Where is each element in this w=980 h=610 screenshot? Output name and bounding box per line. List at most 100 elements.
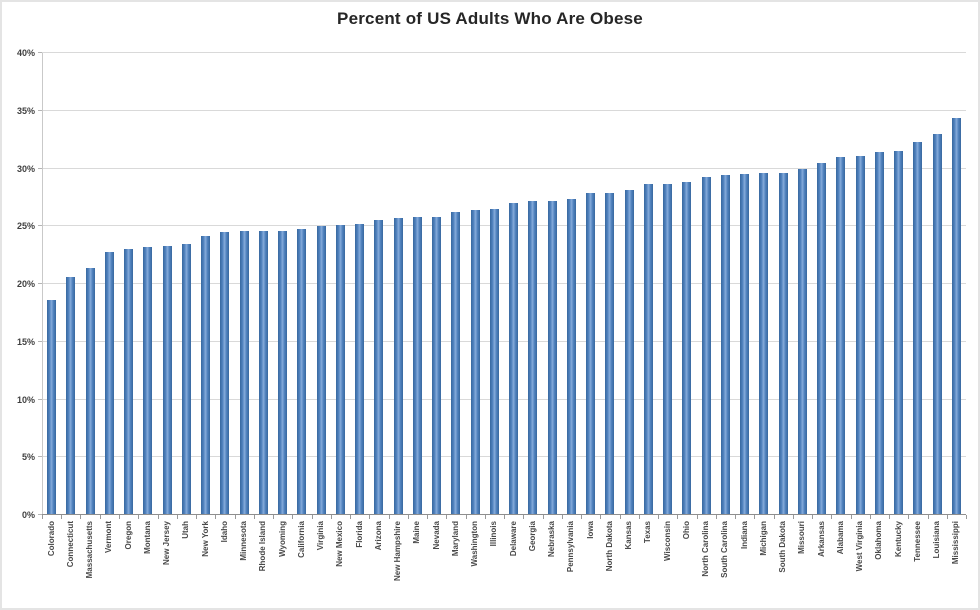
x-axis-label: Missouri xyxy=(797,521,807,554)
x-axis-label: Iowa xyxy=(585,521,595,539)
x-label-slot: Minnesota xyxy=(235,521,254,561)
bar-slot xyxy=(312,53,331,515)
x-axis-label: Virginia xyxy=(316,521,326,551)
x-label-slot: Louisiana xyxy=(928,521,947,558)
x-axis-label: Mississippi xyxy=(951,521,961,565)
x-axis-label: Illinois xyxy=(489,521,499,547)
gridline-30 xyxy=(42,167,966,169)
x-axis-label: Pennsylvania xyxy=(566,521,576,573)
x-tick xyxy=(542,515,544,519)
bar-slot xyxy=(928,53,947,515)
x-axis-label: Connecticut xyxy=(65,521,75,568)
x-tick xyxy=(80,515,82,519)
bar-slot xyxy=(196,53,215,515)
bar-slot xyxy=(812,53,831,515)
x-tick xyxy=(138,515,140,519)
bar-slot xyxy=(254,53,273,515)
bar-colorado xyxy=(47,300,57,515)
bar-slot xyxy=(138,53,157,515)
bar-slot xyxy=(61,53,80,515)
x-tick xyxy=(850,515,852,519)
bar-slot xyxy=(350,53,369,515)
bar-slot xyxy=(793,53,812,515)
x-label-slot: Kansas xyxy=(620,521,639,549)
bar-rhode-island xyxy=(258,230,268,515)
bar-slot xyxy=(331,53,350,515)
x-axis-label: North Carolina xyxy=(701,521,711,577)
gridline-40 xyxy=(42,52,966,53)
x-axis-label: South Dakota xyxy=(778,521,788,573)
bar-slot xyxy=(774,53,793,515)
bar-slot xyxy=(851,53,870,515)
x-label-slot: Washington xyxy=(466,521,485,566)
x-label-slot: Colorado xyxy=(42,521,61,556)
bar-oregon xyxy=(124,249,134,515)
x-tick xyxy=(696,515,698,519)
bar-minnesota xyxy=(239,230,249,515)
x-axis-label: Florida xyxy=(354,521,364,548)
x-label-slot: Nebraska xyxy=(543,521,562,557)
x-tick xyxy=(157,515,159,519)
x-label-slot: Montana xyxy=(138,521,157,554)
x-axis-line xyxy=(42,514,966,515)
bar-tennessee xyxy=(913,141,923,515)
x-label-slot: North Dakota xyxy=(600,521,619,571)
x-tick xyxy=(581,515,582,519)
x-label-slot: Wisconsin xyxy=(658,521,677,561)
x-label-slot: Arkansas xyxy=(812,521,831,557)
bar-california xyxy=(297,228,307,515)
x-axis-label: Kentucky xyxy=(893,521,903,558)
x-tick xyxy=(465,515,467,519)
x-label-slot: Massachusetts xyxy=(81,521,100,578)
x-axis-label: Ohio xyxy=(681,521,691,540)
x-label-slot: North Carolina xyxy=(697,521,716,577)
bar-slot xyxy=(100,53,119,515)
bar-slot xyxy=(754,53,773,515)
y-tick-0 xyxy=(38,514,42,515)
y-tick-30 xyxy=(38,167,42,169)
x-tick xyxy=(754,515,756,519)
bar-slot xyxy=(408,53,427,515)
x-label-slot: Missouri xyxy=(793,521,812,554)
bar-louisiana xyxy=(932,133,942,515)
x-axis-label: Tennessee xyxy=(912,521,922,562)
bar-slot xyxy=(735,53,754,515)
x-tick xyxy=(118,515,120,519)
x-axis-label: South Carolina xyxy=(720,521,730,578)
x-label-slot: Oregon xyxy=(119,521,138,549)
x-axis-label: North Dakota xyxy=(604,521,614,572)
bar-maine xyxy=(412,217,422,515)
chart-title: Percent of US Adults Who Are Obese xyxy=(337,9,643,28)
x-axis-label: Texas xyxy=(643,521,653,544)
y-axis-tick-label: 15% xyxy=(16,336,35,347)
x-axis-labels: Colorado Connecticut Massachusetts Vermont O… xyxy=(42,521,966,581)
x-tick xyxy=(523,515,525,519)
bar-georgia xyxy=(528,200,538,515)
y-axis-tick-label: 5% xyxy=(21,452,35,463)
x-label-slot: Georgia xyxy=(523,521,542,551)
x-axis-label: Nevada xyxy=(431,521,441,550)
y-axis-tick-label: 30% xyxy=(16,163,35,174)
bar-slot xyxy=(485,53,504,515)
x-label-slot: Delaware xyxy=(504,521,523,556)
gridline-15 xyxy=(42,340,966,342)
x-tick xyxy=(600,515,602,519)
x-label-slot: Kentucky xyxy=(889,521,908,557)
x-label-slot: Iowa xyxy=(581,521,600,539)
bar-pennsylvania xyxy=(566,198,576,515)
x-label-slot: Virginia xyxy=(312,521,331,550)
x-label-slot: Utah xyxy=(177,521,196,539)
x-tick xyxy=(484,515,486,519)
bar-slot xyxy=(716,53,735,515)
bar-slot xyxy=(158,53,177,515)
x-axis-label: Rhode Island xyxy=(258,521,268,572)
gridline-10 xyxy=(42,398,966,400)
bar-north-dakota xyxy=(605,192,615,515)
x-axis-label: Indiana xyxy=(739,521,749,550)
x-axis-label: Louisiana xyxy=(932,521,942,559)
bar-florida xyxy=(355,223,365,515)
x-tick xyxy=(638,515,640,519)
x-label-slot: Indiana xyxy=(735,521,754,549)
x-label-slot: South Dakota xyxy=(774,521,793,573)
